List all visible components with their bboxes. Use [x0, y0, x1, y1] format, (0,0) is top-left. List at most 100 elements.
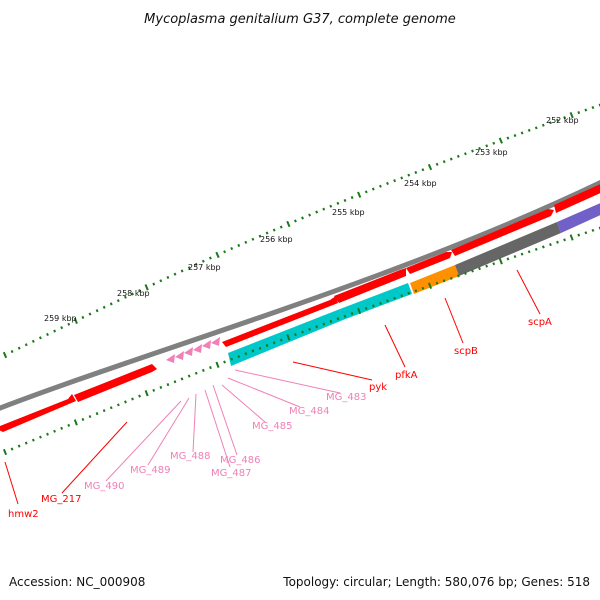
gene-arrow-mg217[interactable]: [74, 364, 157, 402]
gene-arrow-fwd-5[interactable]: [554, 182, 600, 213]
small-gene-arrow[interactable]: [202, 340, 211, 349]
label-connectors: [4, 269, 541, 505]
gene-label-scpA[interactable]: scpA: [528, 317, 552, 328]
minor-tick: [549, 243, 552, 247]
minor-tick: [527, 250, 531, 254]
small-gene-arrow[interactable]: [184, 347, 193, 356]
minor-tick: [81, 315, 85, 319]
small-gene-arrow[interactable]: [193, 344, 202, 353]
small-gene-arrow[interactable]: [166, 354, 175, 363]
gene-arrow-scpB[interactable]: [410, 265, 459, 294]
minor-tick: [464, 271, 467, 275]
gene-label-scpB[interactable]: scpB: [454, 346, 478, 357]
gene-label-mg490[interactable]: MG_490: [84, 481, 124, 492]
minor-tick: [152, 388, 156, 392]
tick-label-258: 258 kbp: [117, 289, 150, 298]
outer-tick-ring: [2, 103, 600, 359]
gene-arrow-pfkA[interactable]: [340, 283, 412, 320]
small-gene-arrow[interactable]: [175, 351, 184, 360]
major-tick: [286, 334, 291, 341]
gene-label-mg487[interactable]: MG_487: [211, 468, 251, 479]
small-gene-arrow[interactable]: [211, 337, 220, 346]
minor-tick: [343, 198, 347, 202]
major-tick: [2, 351, 8, 359]
gene-arrow-pyk[interactable]: [228, 309, 343, 366]
gene-label-mg488[interactable]: MG_488: [170, 451, 210, 462]
minor-tick: [244, 352, 248, 356]
major-tick: [357, 191, 362, 198]
minor-tick: [386, 181, 389, 185]
minor-tick: [201, 368, 205, 372]
minor-tick: [329, 204, 333, 208]
minor-tick: [131, 397, 134, 401]
minor-tick: [442, 279, 446, 283]
gene-label-hmw2[interactable]: hmw2: [8, 509, 39, 520]
gene-label-mg483[interactable]: MG_483: [326, 392, 366, 403]
minor-tick: [138, 394, 141, 398]
outer-tick-labels: 252 kbp 253 kbp 254 kbp 255 kbp 256 kbp …: [44, 116, 579, 323]
minor-tick: [407, 291, 411, 295]
minor-tick: [166, 383, 170, 387]
minor-tick: [456, 154, 460, 158]
gene-label-mg217[interactable]: MG_217: [41, 494, 81, 505]
gene-label-mg486[interactable]: MG_486: [220, 455, 260, 466]
major-tick: [144, 390, 149, 397]
minor-tick: [123, 295, 127, 299]
minor-tick: [378, 184, 382, 188]
tick-label-257: 257 kbp: [188, 263, 221, 272]
accession-text: Accession: NC_000908: [9, 575, 145, 589]
forward-strand: [0, 182, 600, 432]
minor-tick: [31, 438, 35, 442]
minor-tick: [109, 406, 113, 410]
minor-tick: [53, 329, 57, 333]
gene-arrow-fwd-3[interactable]: [406, 252, 452, 274]
minor-tick: [60, 326, 64, 330]
minor-tick: [173, 272, 177, 276]
minor-tick: [315, 325, 319, 329]
minor-tick: [584, 108, 588, 112]
minor-tick: [563, 238, 566, 242]
minor-tick: [393, 296, 396, 300]
inner-tick-ring: [2, 226, 600, 456]
minor-tick: [471, 149, 474, 153]
minor-tick: [541, 123, 545, 127]
minor-tick: [513, 134, 517, 138]
minor-tick: [244, 240, 248, 244]
minor-tick: [463, 152, 467, 156]
minor-tick: [88, 312, 92, 316]
genome-summary-text: Topology: circular; Length: 580,076 bp; …: [282, 575, 590, 589]
gene-arrow-fwd-4[interactable]: [451, 209, 554, 256]
minor-tick: [46, 332, 49, 336]
minor-tick: [173, 380, 177, 384]
minor-tick: [95, 412, 99, 416]
gene-arrow-fwd-2[interactable]: [334, 268, 406, 303]
minor-tick: [67, 322, 71, 326]
gene-label-mg485[interactable]: MG_485: [252, 421, 292, 432]
gene-label-pfkA[interactable]: pfkA: [395, 370, 418, 381]
gene-label-pyk[interactable]: pyk: [369, 382, 387, 393]
minor-tick: [159, 385, 163, 389]
major-tick: [215, 251, 220, 259]
gene-arrow-hmw2[interactable]: [0, 394, 76, 432]
minor-tick: [414, 170, 418, 174]
gene-arrow-purple[interactable]: [557, 201, 600, 233]
minor-tick: [187, 266, 191, 270]
minor-tick: [506, 257, 510, 261]
minor-tick: [53, 429, 56, 433]
gene-arrow-pyk-fwd[interactable]: [222, 296, 338, 347]
minor-tick: [485, 144, 489, 148]
minor-tick: [116, 299, 120, 303]
gene-label-mg484[interactable]: MG_484: [289, 406, 329, 417]
gene-label-mg489[interactable]: MG_489: [130, 465, 170, 476]
minor-tick: [152, 282, 156, 286]
minor-tick: [251, 349, 255, 353]
minor-tick: [10, 447, 14, 451]
genome-backbone: [0, 179, 600, 411]
minor-tick: [520, 252, 524, 256]
major-tick: [215, 361, 220, 368]
reverse-strand: [228, 201, 600, 366]
gene-arrow-scpA[interactable]: [455, 222, 561, 276]
minor-tick: [308, 327, 311, 331]
minor-tick: [350, 312, 354, 316]
